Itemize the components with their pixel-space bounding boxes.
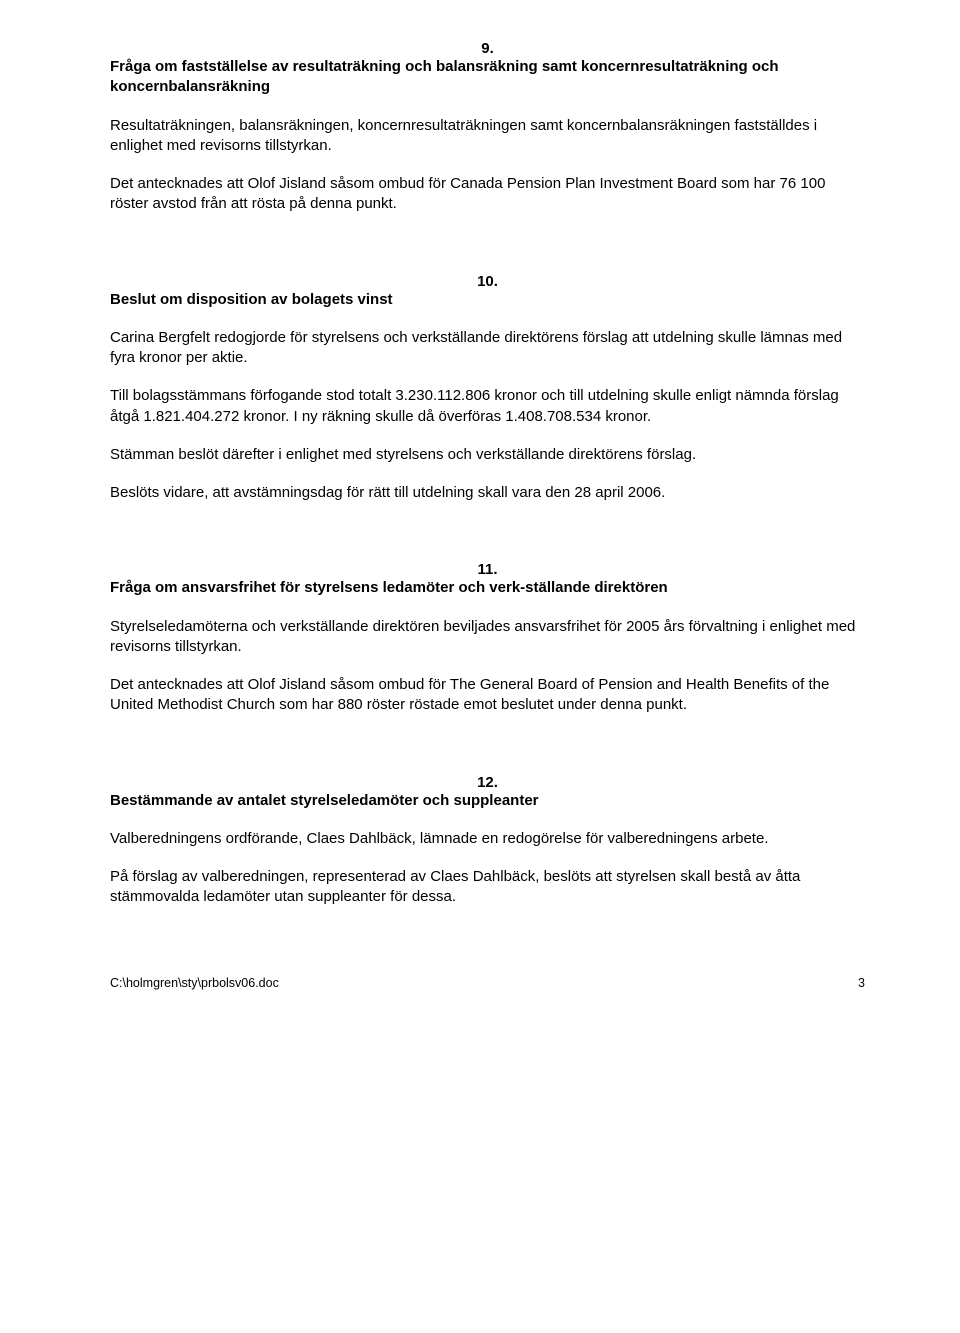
section-9-para-2: Det antecknades att Olof Jisland såsom o… xyxy=(110,174,865,215)
section-11-para-1: Styrelseledamöterna och verkställande di… xyxy=(110,617,865,658)
section-11-number: 11. xyxy=(110,561,865,578)
footer-page-number: 3 xyxy=(858,976,865,990)
page-footer: C:\holmgren\sty\prbolsv06.doc 3 xyxy=(0,976,960,1020)
section-10-para-4: Beslöts vidare, att avstämningsdag för r… xyxy=(110,483,865,503)
section-gap xyxy=(110,521,865,561)
section-9-number: 9. xyxy=(110,40,865,57)
section-11-para-2: Det antecknades att Olof Jisland såsom o… xyxy=(110,675,865,716)
section-11-title: Fråga om ansvarsfrihet för styrelsens le… xyxy=(110,578,865,598)
section-10-para-2: Till bolagsstämmans förfogande stod tota… xyxy=(110,386,865,427)
section-gap xyxy=(110,233,865,273)
section-12-para-1: Valberedningens ordförande, Claes Dahlbä… xyxy=(110,829,865,849)
section-12-number: 12. xyxy=(110,774,865,791)
document-page: 9. Fråga om fastställelse av resultaträk… xyxy=(0,0,960,946)
section-12-title: Bestämmande av antalet styrelseledamöter… xyxy=(110,791,865,811)
section-10-para-3: Stämman beslöt därefter i enlighet med s… xyxy=(110,445,865,465)
section-10-number: 10. xyxy=(110,273,865,290)
section-9-title: Fråga om fastställelse av resultaträknin… xyxy=(110,57,865,98)
section-gap xyxy=(110,734,865,774)
footer-path: C:\holmgren\sty\prbolsv06.doc xyxy=(110,976,279,990)
section-10-para-1: Carina Bergfelt redogjorde för styrelsen… xyxy=(110,328,865,369)
section-9-para-1: Resultaträkningen, balansräkningen, konc… xyxy=(110,116,865,157)
section-12-para-2: På förslag av valberedningen, represente… xyxy=(110,867,865,908)
section-10-title: Beslut om disposition av bolagets vinst xyxy=(110,290,865,310)
